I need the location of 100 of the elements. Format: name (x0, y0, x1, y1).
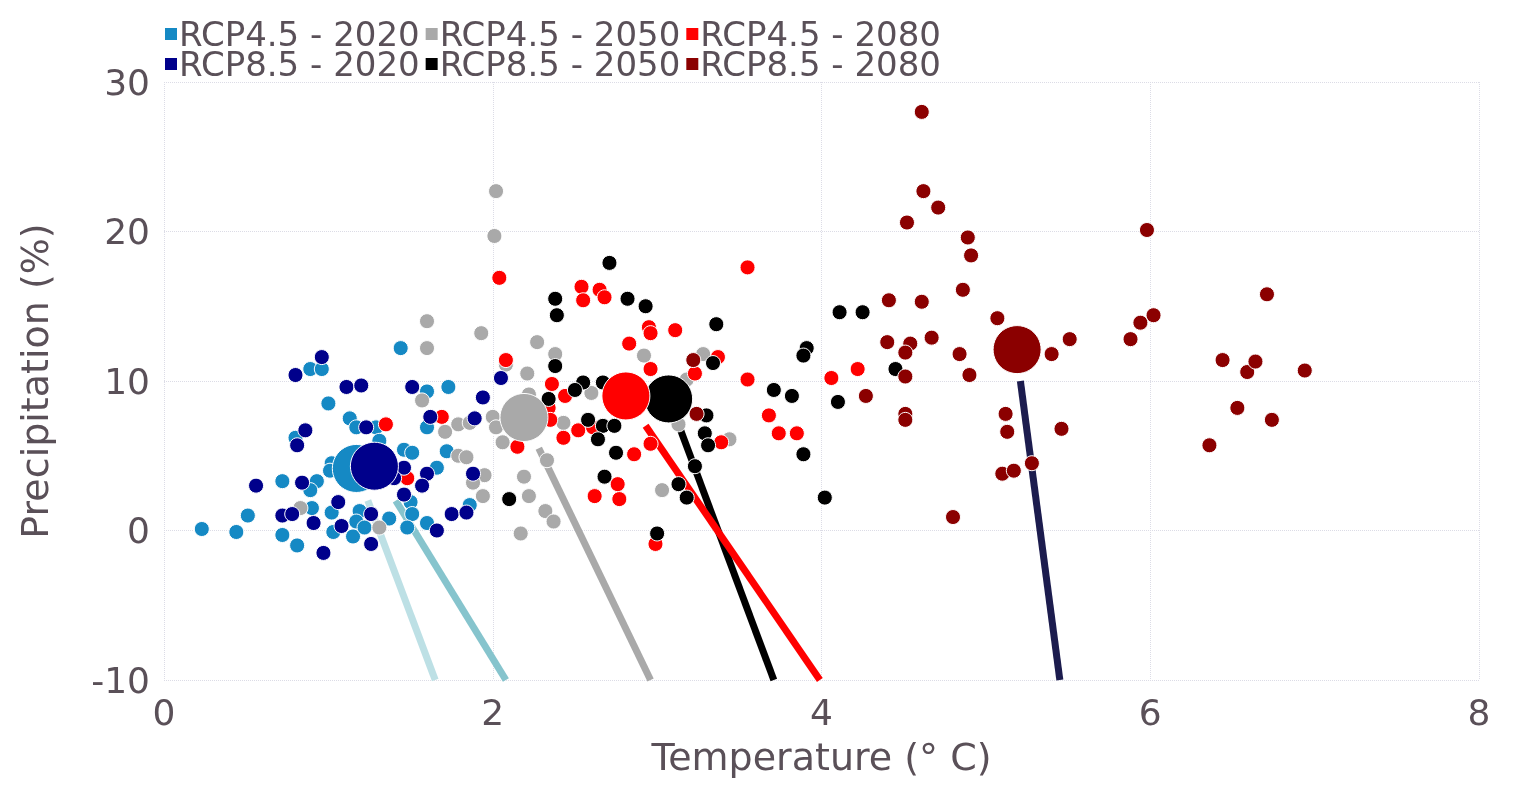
point (396, 486, 412, 503)
point (897, 368, 914, 385)
point (670, 476, 687, 493)
point (880, 292, 897, 309)
point (760, 407, 777, 424)
point (596, 289, 613, 306)
point (358, 419, 375, 436)
point (823, 370, 840, 387)
point (708, 316, 725, 333)
point (497, 352, 514, 369)
point (1043, 346, 1060, 363)
point (570, 422, 587, 439)
point (555, 414, 572, 431)
point (466, 410, 483, 427)
point (228, 524, 245, 540)
point (688, 405, 705, 422)
point (371, 519, 388, 536)
point (315, 544, 332, 561)
point (274, 473, 291, 490)
point (586, 488, 603, 505)
point (239, 507, 256, 524)
point (713, 434, 730, 451)
point (705, 355, 722, 372)
point (474, 488, 491, 505)
point (989, 310, 1006, 327)
point (635, 347, 652, 364)
point (392, 340, 409, 357)
point (963, 247, 980, 264)
point (404, 506, 421, 523)
point (997, 405, 1014, 422)
point (829, 393, 846, 410)
point (440, 378, 457, 395)
point (284, 506, 301, 523)
x-tick-label: 6 (1138, 691, 1162, 733)
point (305, 515, 322, 532)
point (494, 434, 511, 451)
point (619, 290, 636, 307)
point (529, 334, 546, 351)
point (548, 307, 565, 324)
x-tick-label: 4 (810, 691, 833, 733)
y-tick-label: 30 (104, 61, 150, 103)
point (363, 506, 380, 523)
point (1145, 307, 1162, 324)
point (428, 522, 445, 539)
point (686, 458, 703, 475)
point (879, 334, 896, 351)
x-tick-label: 2 (481, 691, 505, 733)
point (700, 437, 717, 454)
point (959, 229, 976, 246)
point (637, 298, 654, 315)
point (419, 465, 435, 482)
point (404, 444, 421, 461)
point (313, 349, 330, 366)
point (1132, 314, 1149, 331)
point (566, 381, 583, 398)
point (486, 227, 503, 244)
point (854, 304, 871, 321)
point (547, 290, 564, 307)
point (686, 365, 703, 382)
point (356, 519, 373, 536)
y-tick-label: 10 (104, 360, 150, 402)
point (555, 429, 572, 446)
point (667, 322, 684, 339)
point (739, 371, 756, 388)
point (831, 304, 848, 321)
point (783, 387, 800, 404)
point (422, 408, 439, 425)
point (898, 214, 915, 231)
point (1296, 362, 1313, 379)
point (589, 431, 606, 448)
point (1005, 462, 1022, 479)
x-axis-title: Temperature (° C) (650, 735, 992, 779)
point (1214, 352, 1231, 369)
point (353, 377, 370, 394)
point (488, 419, 505, 436)
point (1239, 364, 1256, 381)
point (611, 491, 628, 508)
point (770, 425, 787, 442)
point (961, 367, 978, 384)
point (601, 254, 618, 271)
point (294, 474, 311, 491)
point (580, 411, 597, 428)
point (473, 325, 490, 342)
point (193, 521, 210, 537)
y-tick-label: 20 (104, 211, 150, 252)
point (419, 340, 435, 357)
point (414, 477, 431, 494)
point (333, 518, 350, 535)
point (492, 370, 509, 387)
point (596, 468, 613, 485)
point (923, 329, 940, 346)
point (951, 346, 968, 363)
point (414, 392, 431, 409)
point (345, 528, 362, 545)
point (609, 476, 626, 493)
point (739, 259, 756, 276)
point (458, 504, 475, 521)
point (1122, 331, 1139, 348)
point (488, 183, 505, 200)
point (654, 482, 671, 499)
